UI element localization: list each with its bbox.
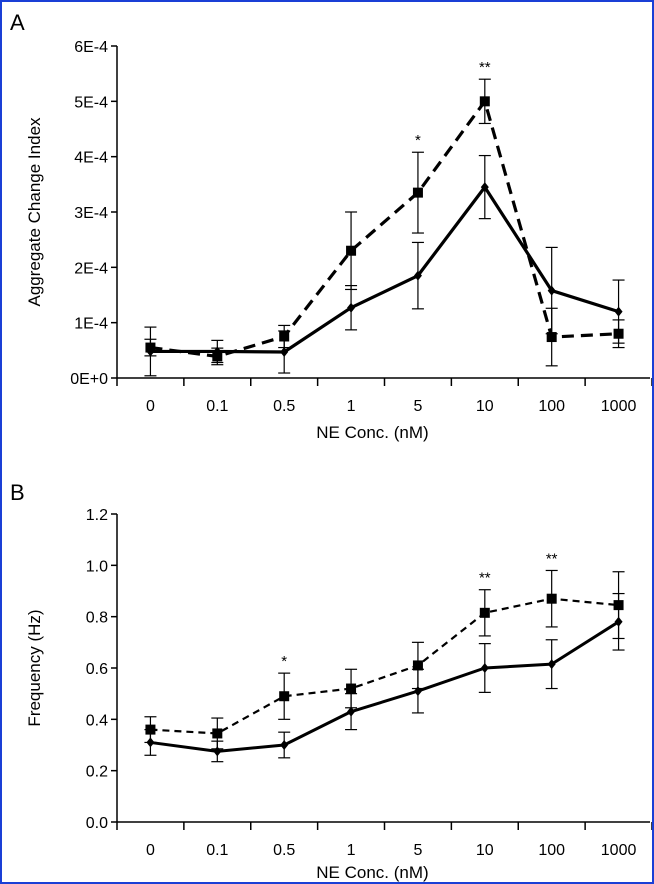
- panel-a-series-solid-point: [547, 285, 556, 296]
- panel-b-y-tick-label: 0.4: [86, 712, 108, 729]
- panel-b-label: B: [10, 480, 25, 505]
- panel-b-significance-mark: **: [479, 570, 491, 587]
- panel-a-y-tick-label: 0E+0: [70, 371, 108, 388]
- panel-a-series-dashed-point: [145, 342, 156, 353]
- panel-b-x-tick-label: 100: [538, 842, 565, 859]
- panel-b-y-axis-title: Frequency (Hz): [25, 609, 44, 726]
- panel-b-significance-mark: **: [546, 550, 558, 567]
- panel-a-x-tick-label: 1000: [601, 398, 637, 415]
- panel-a-series-dashed-point: [546, 332, 557, 343]
- panel-a-series-dashed-point: [212, 351, 223, 362]
- panel-b-series-dashed-point: [613, 600, 624, 611]
- panel-a-x-tick-label: 0.5: [273, 398, 295, 415]
- panel-b-y-tick-label: 0.0: [86, 815, 108, 832]
- panel-a-x-tick-label: 10: [476, 398, 494, 415]
- panel-a-y-tick-label: 2E-4: [74, 260, 108, 277]
- panel-b-x-tick-label: 0: [146, 842, 155, 859]
- panel-a-x-tick-label: 5: [413, 398, 422, 415]
- panel-a-y-tick-label: 5E-4: [74, 94, 108, 111]
- panel-b-series-dashed-point: [546, 593, 557, 604]
- panel-a-label: A: [10, 10, 25, 35]
- panel-b-series-dashed-line: [150, 597, 619, 735]
- panel-b-x-tick-label: 10: [476, 842, 494, 859]
- panel-a-significance-mark: **: [479, 59, 491, 76]
- panel-b-y-tick-label: 1.2: [86, 507, 108, 524]
- panel-b-series-dashed-point: [145, 724, 156, 735]
- panel-b-x-tick-label: 5: [413, 842, 422, 859]
- panel-b-series-dashed-point: [412, 660, 423, 671]
- panel-b-series-dashed-point: [479, 607, 490, 618]
- panel-b-y-tick-label: 1.0: [86, 558, 108, 575]
- panel-a-series-solid-point: [480, 182, 489, 193]
- panel-b-series-solid-point: [547, 659, 556, 670]
- panel-a-y-tick-label: 1E-4: [74, 316, 108, 333]
- panel-b-series-solid-point: [280, 740, 289, 750]
- panel-a-series-solid-point: [347, 302, 356, 313]
- panel-b-y-tick-label: 0.2: [86, 764, 108, 781]
- panel-a-series-solid-line: [150, 185, 620, 354]
- panel-a-x-axis-title: NE Conc. (nM): [316, 423, 428, 442]
- panel-b-y-tick-label: 0.8: [86, 610, 108, 627]
- panel-b-series-dashed-point: [346, 683, 357, 694]
- panel-a-y-tick-label: 6E-4: [74, 39, 108, 56]
- panel-b-series-solid-point: [480, 663, 489, 673]
- panel-a-x-tick-label: 100: [538, 398, 565, 415]
- panel-a-series-dashed-point: [279, 331, 290, 342]
- panel-b-series-solid-point: [347, 706, 356, 717]
- panel-b-x-tick-label: 1: [347, 842, 356, 859]
- panel-a-significance-mark: *: [415, 132, 421, 149]
- panel-a-series-dashed-point: [613, 328, 624, 339]
- panel-b-y-tick-label: 0.6: [86, 661, 108, 678]
- panel-b-x-axis-title: NE Conc. (nM): [316, 863, 428, 882]
- panel-b-significance-mark: *: [281, 653, 287, 670]
- panel-b-x-tick-label: 1000: [601, 842, 637, 859]
- panel-a-y-tick-label: 4E-4: [74, 150, 108, 167]
- panel-a-series-solid-point: [614, 306, 623, 317]
- panel-a-y-axis-title: Aggregate Change Index: [25, 117, 44, 307]
- panel-a-series-solid-point: [280, 346, 289, 357]
- panel-b-x-tick-label: 0.1: [206, 842, 228, 859]
- panel-a-series-dashed-point: [346, 245, 357, 256]
- panel-a-series-dashed-point: [479, 96, 490, 107]
- panel-b-series-dashed-point: [279, 691, 290, 702]
- panel-a-series-dashed-line: [150, 99, 619, 359]
- panel-a-x-tick-label: 1: [347, 398, 356, 415]
- panel-a-y-tick-label: 3E-4: [74, 205, 108, 222]
- panel-b-x-tick-label: 0.5: [273, 842, 295, 859]
- panel-a-x-tick-label: 0.1: [206, 398, 228, 415]
- panel-a-series-solid-point: [413, 270, 422, 281]
- panel-b-series-solid-line: [150, 620, 620, 753]
- panel-a-series-dashed-point: [412, 187, 423, 198]
- panel-b-series-dashed-point: [212, 728, 223, 739]
- panel-a-x-tick-label: 0: [146, 398, 155, 415]
